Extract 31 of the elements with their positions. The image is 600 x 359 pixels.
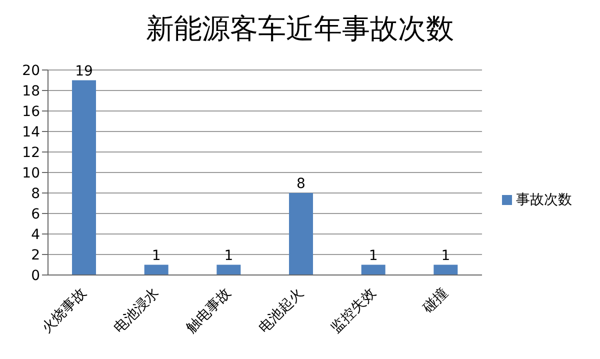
y-tick-label: 0 <box>31 268 40 284</box>
bar <box>72 80 96 275</box>
x-tick-label: 电池起火 <box>256 285 307 336</box>
y-tick-label: 2 <box>31 247 40 264</box>
data-label: 1 <box>152 248 161 264</box>
x-tick-label: 触电事故 <box>183 285 234 336</box>
y-tick-label: 16 <box>22 104 40 120</box>
y-tick-label: 8 <box>31 186 40 202</box>
y-tick-label: 4 <box>31 226 40 243</box>
data-label: 8 <box>296 176 306 192</box>
data-label: 1 <box>441 248 450 264</box>
x-tick-label: 碰撞 <box>420 285 452 318</box>
x-tick-label: 电池浸水 <box>111 285 162 336</box>
data-label: 1 <box>224 248 234 264</box>
y-tick-label: 18 <box>22 83 40 100</box>
bar <box>144 264 168 275</box>
bar <box>289 193 313 275</box>
y-tick-label: 6 <box>31 206 40 222</box>
y-tick-label: 14 <box>22 124 40 140</box>
x-tick-label: 监控失效 <box>328 285 380 336</box>
bar <box>361 264 386 275</box>
legend-label: 事故次数 <box>516 192 572 208</box>
chart-title: 新能源客车近年事故次数 <box>145 11 455 47</box>
y-tick-label: 20 <box>22 62 40 79</box>
x-tick-label: 火烧事故 <box>38 285 90 336</box>
y-tick-label: 10 <box>22 165 40 182</box>
data-label: 19 <box>75 63 93 80</box>
data-label: 1 <box>368 248 378 264</box>
bar <box>434 264 458 275</box>
bar <box>216 264 241 275</box>
y-tick-label: 12 <box>22 144 40 161</box>
